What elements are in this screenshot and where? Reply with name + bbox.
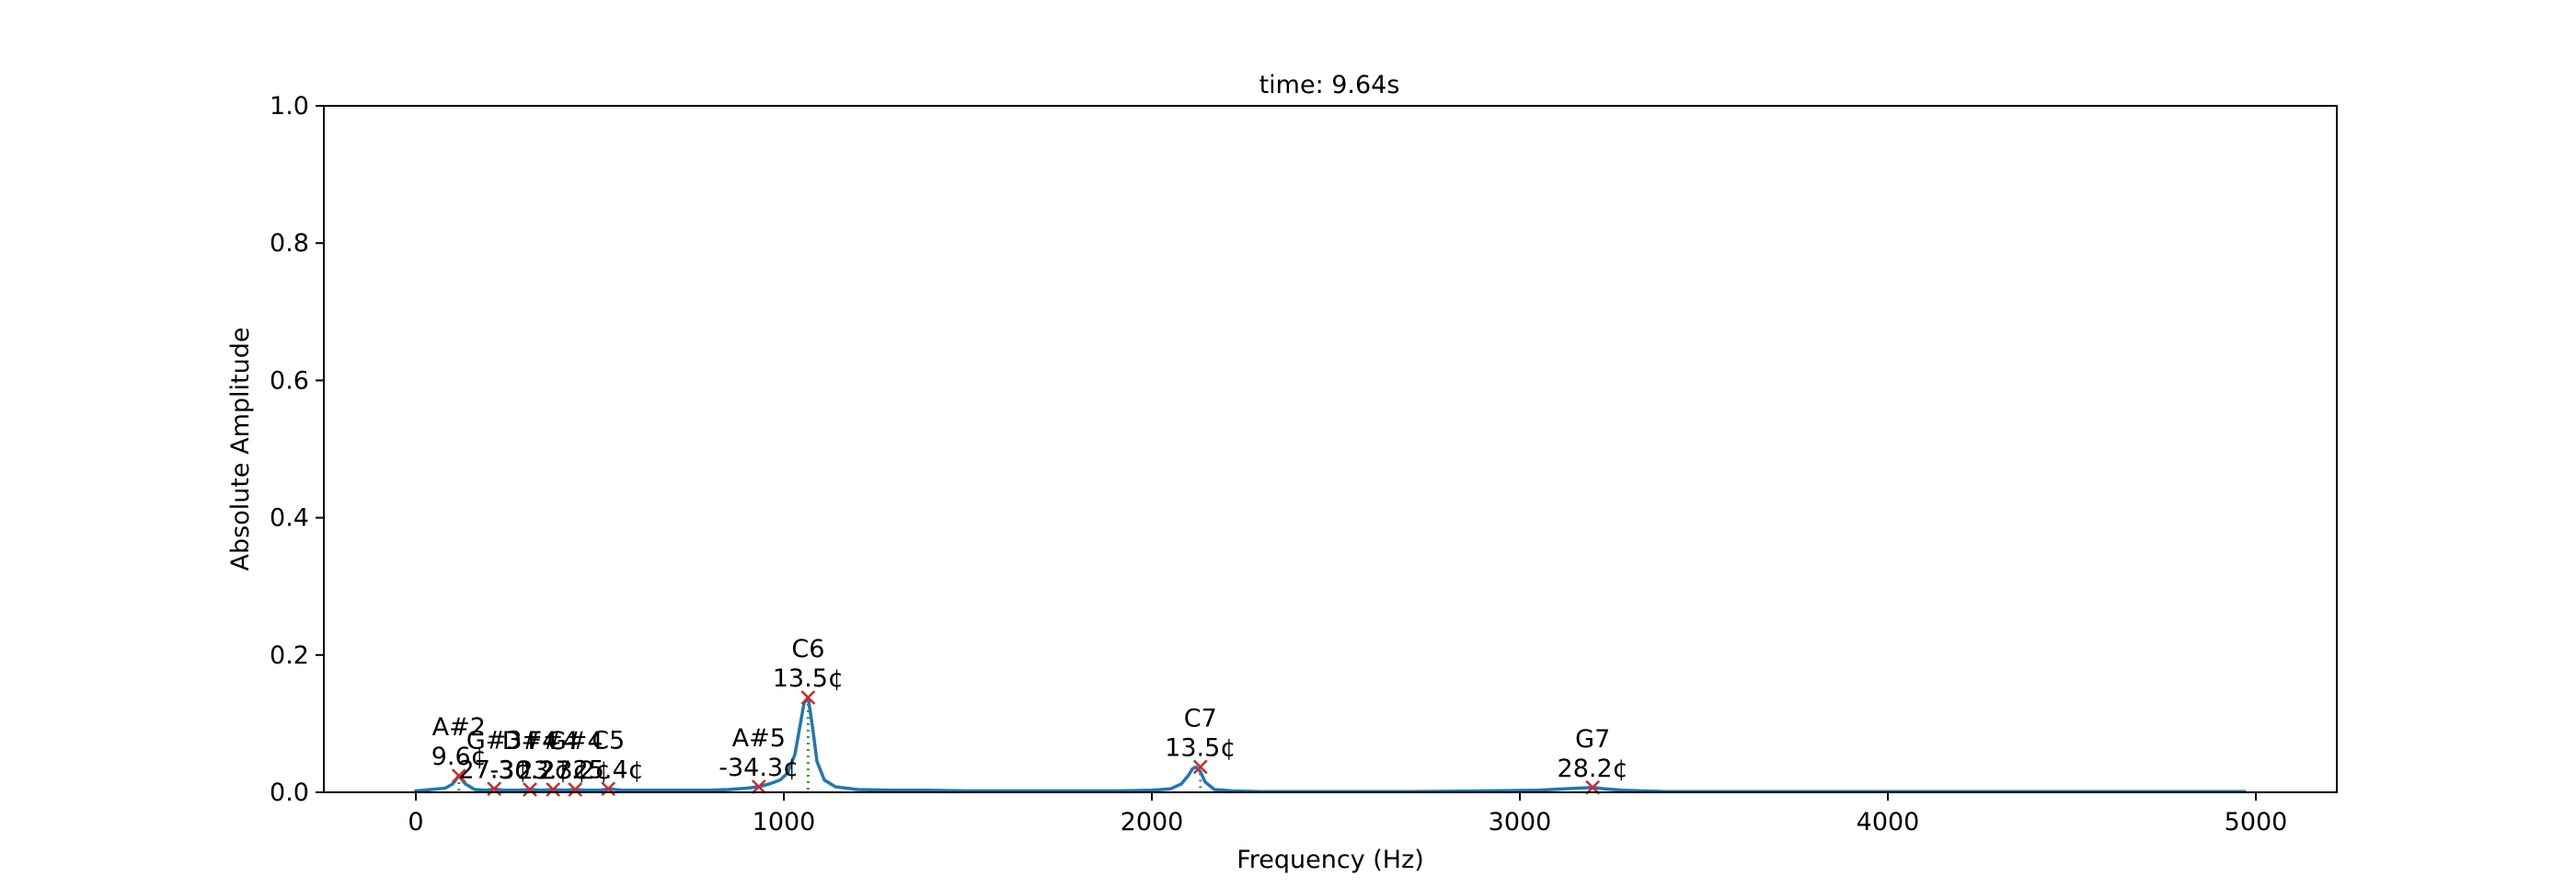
peak-note-label: D#4 (502, 727, 558, 755)
y-axis: 0.0 0.2 0.4 0.6 0.8 1.0 (270, 92, 324, 807)
peak-note-label: G#4 (547, 727, 604, 755)
x-axis-label: Frequency (Hz) (1236, 846, 1424, 874)
peak-cents-label: 25.4¢ (573, 755, 644, 784)
y-tick-label: 1.0 (270, 92, 309, 121)
peak-marker-stroke (451, 768, 466, 783)
x-tick-label: 3000 (1489, 808, 1552, 836)
x-tick-label: 1000 (753, 808, 816, 836)
y-tick-label: 0.6 (270, 366, 309, 395)
plot-layer: A#29.6¢G#327.3¢D#4-30.2¢F#423.3¢G#427.2¢… (414, 635, 2247, 797)
peak-note-label: F#4 (528, 727, 579, 755)
x-axis: 0 1000 2000 3000 4000 5000 (408, 792, 2287, 836)
peak-marker-stroke (568, 782, 583, 797)
y-axis-label: Absolute Amplitude (226, 328, 255, 571)
peak-marker-stroke (800, 690, 816, 705)
y-tick-label: 0.0 (270, 778, 309, 807)
peak-cents-label: -30.2¢ (489, 756, 569, 785)
peak-note-label: A#2 (432, 713, 486, 742)
peak-marker-stroke (1192, 759, 1208, 775)
peak-cents-label: 9.6¢ (431, 743, 487, 771)
peak-marker (451, 768, 466, 783)
peak-note-label: C5 (592, 726, 625, 755)
peak-marker (751, 779, 766, 794)
peak-cents-label: 27.2¢ (540, 756, 611, 785)
chart-title: time: 9.64s (1259, 71, 1400, 99)
peak-marker-stroke (523, 782, 537, 797)
peak-note-label: C6 (791, 635, 824, 663)
peak-marker (523, 782, 537, 797)
peak-marker (800, 690, 816, 705)
peak-cents-label: 13.5¢ (1165, 733, 1236, 762)
x-tick-label: 4000 (1857, 808, 1920, 836)
peak-note-label: C7 (1184, 704, 1217, 732)
peak-cents-label: 28.2¢ (1558, 755, 1628, 783)
peak-marker (546, 782, 561, 797)
x-tick-label: 2000 (1121, 808, 1184, 836)
x-tick-label: 0 (408, 808, 423, 836)
x-tick-label: 5000 (2225, 808, 2288, 836)
peak-cents-label: 23.3¢ (518, 756, 589, 785)
peak-cents-label: 27.3¢ (459, 755, 530, 784)
peak-note-label: A#5 (732, 724, 786, 753)
peak-note-label: G7 (1575, 725, 1610, 754)
peak-note-label: G#3 (466, 726, 523, 755)
y-tick-label: 0.8 (270, 229, 309, 258)
peak-marker-stroke (751, 779, 766, 794)
spectrum-line (414, 696, 2247, 794)
y-tick-label: 0.2 (270, 641, 309, 670)
peak-marker-stroke (546, 782, 561, 797)
y-tick-label: 0.4 (270, 504, 309, 533)
peak-cents-label: -34.3¢ (719, 754, 799, 782)
plot-frame (323, 105, 2338, 793)
peak-marker (568, 782, 583, 797)
peak-marker (1192, 759, 1208, 775)
peak-cents-label: 13.5¢ (773, 664, 844, 693)
